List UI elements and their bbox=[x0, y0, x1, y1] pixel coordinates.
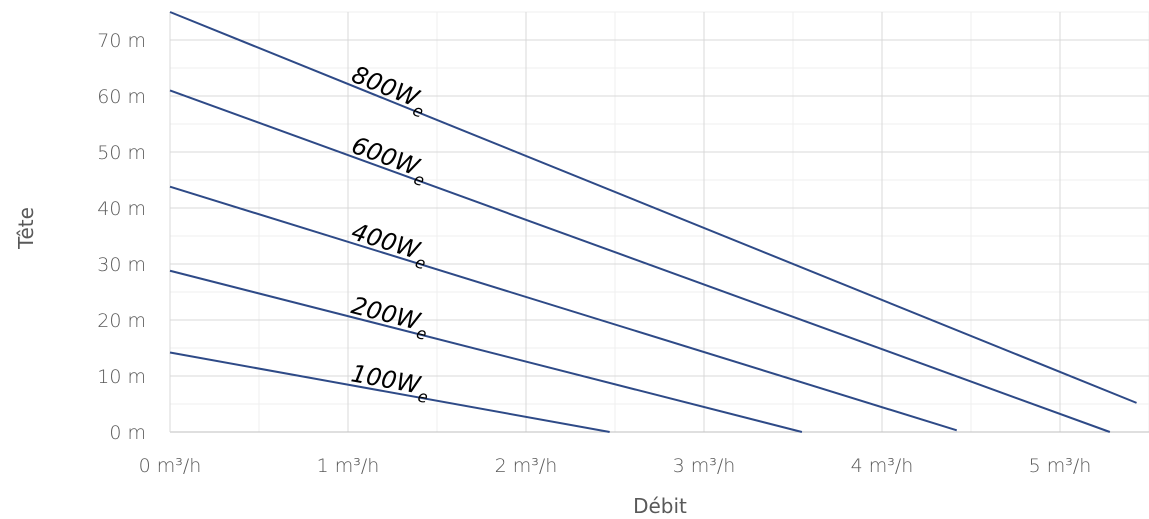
series-label: 100We bbox=[348, 359, 432, 407]
series-line-100w bbox=[169, 351, 610, 433]
series-labels: 100We 200We 400We 600We 800We bbox=[346, 60, 432, 407]
series-label: 400We bbox=[346, 217, 432, 273]
y-tick-label: 60 m bbox=[97, 86, 146, 108]
x-axis-title: Débit bbox=[633, 494, 687, 518]
y-tick-label: 30 m bbox=[97, 254, 146, 276]
x-tick-label: 2 m³/h bbox=[495, 455, 558, 477]
x-tick-label: 0 m³/h bbox=[139, 455, 202, 477]
y-axis-title: Tête bbox=[14, 207, 38, 250]
y-tick-labels: 0 m 10 m 20 m 30 m 40 m 50 m 60 m 70 m bbox=[97, 30, 146, 444]
y-tick-label: 0 m bbox=[109, 422, 146, 444]
axes bbox=[169, 12, 1149, 433]
x-tick-label: 5 m³/h bbox=[1029, 455, 1092, 477]
x-tick-label: 4 m³/h bbox=[851, 455, 914, 477]
series-line-400w bbox=[169, 185, 958, 432]
y-tick-label: 10 m bbox=[97, 366, 146, 388]
series-line-800w bbox=[169, 11, 1137, 404]
x-tick-label: 3 m³/h bbox=[673, 455, 736, 477]
series-line-600w bbox=[169, 89, 1111, 433]
y-tick-label: 40 m bbox=[97, 198, 146, 220]
y-tick-label: 50 m bbox=[97, 142, 146, 164]
minor-gridlines bbox=[170, 11, 1149, 432]
series-lines bbox=[169, 11, 1137, 433]
x-tick-labels: 0 m³/h 1 m³/h 2 m³/h 3 m³/h 4 m³/h 5 m³/h bbox=[139, 455, 1092, 477]
y-tick-label: 20 m bbox=[97, 310, 146, 332]
series-label: 800We bbox=[346, 60, 432, 121]
series-label: 600We bbox=[346, 131, 432, 190]
x-tick-label: 1 m³/h bbox=[317, 455, 380, 477]
major-gridlines bbox=[170, 12, 1149, 432]
series-label: 200We bbox=[347, 291, 432, 344]
y-tick-label: 70 m bbox=[97, 30, 146, 52]
series-line-200w bbox=[169, 269, 803, 433]
